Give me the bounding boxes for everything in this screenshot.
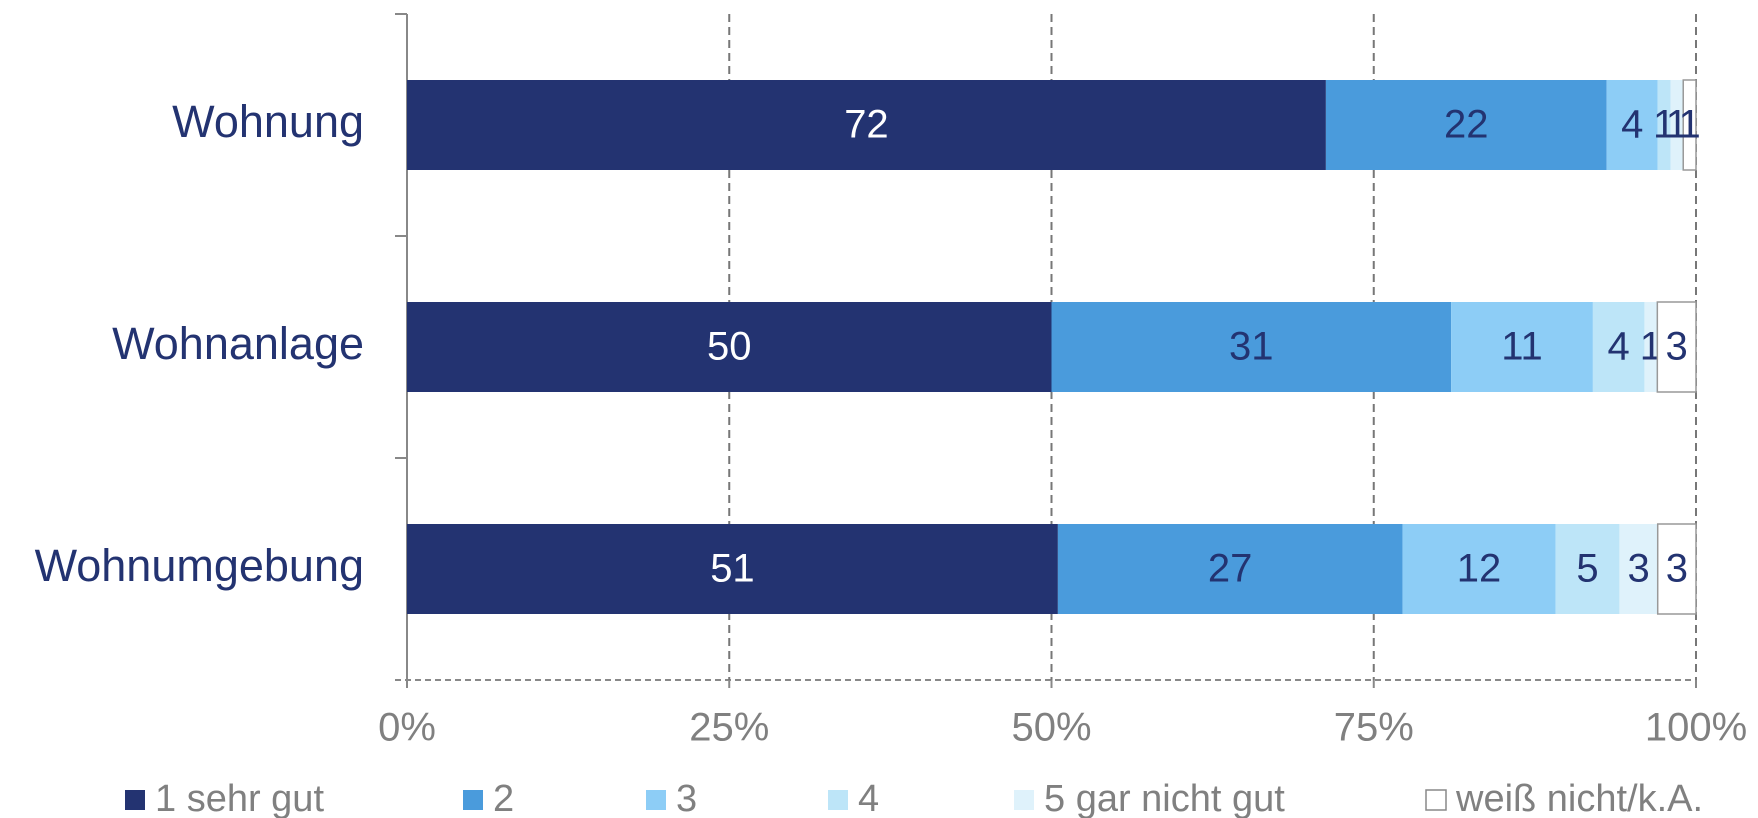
data-label: 3	[1627, 547, 1649, 591]
data-label: 1	[1653, 103, 1675, 147]
x-tick-label: 50%	[1011, 706, 1091, 750]
x-tick-label: 25%	[689, 706, 769, 750]
data-label: 3	[1666, 325, 1688, 369]
data-label: 51	[710, 547, 755, 591]
data-label: 11	[1501, 325, 1543, 369]
legend-label: 2	[493, 778, 514, 818]
x-tick-label: 75%	[1334, 706, 1414, 750]
x-tick-label: 0%	[378, 706, 436, 750]
bar-segment	[1592, 302, 1645, 392]
data-label: 5	[1576, 547, 1598, 591]
legend-swatch	[828, 790, 848, 810]
data-label: 4	[1621, 103, 1643, 147]
legend-swatch	[646, 790, 666, 810]
bar-segment	[1402, 524, 1556, 614]
legend-swatch	[463, 790, 483, 810]
data-label: 50	[707, 325, 752, 369]
legend-swatch	[125, 790, 145, 810]
bar-segment	[1606, 80, 1658, 170]
bar-segment	[1325, 80, 1607, 170]
category-label: Wohnumgebung	[35, 540, 364, 591]
category-label: Wohnung	[172, 96, 364, 147]
data-label: 12	[1457, 547, 1502, 591]
data-label: 4	[1608, 325, 1630, 369]
data-label: 22	[1444, 103, 1489, 147]
data-label: 1	[1640, 325, 1662, 369]
data-label: 31	[1229, 325, 1274, 369]
legend-label: 4	[858, 778, 879, 818]
legend-swatch	[1425, 789, 1447, 811]
x-tick-label: 100%	[1645, 706, 1747, 750]
data-label: 3	[1666, 547, 1688, 591]
bar-segment	[1644, 302, 1658, 392]
legend-label: weiß nicht/k.A.	[1455, 778, 1703, 818]
bar-segment	[407, 524, 1058, 614]
data-label: 72	[844, 103, 889, 147]
bar-segment	[1051, 302, 1452, 392]
bar-segment	[1451, 302, 1593, 392]
bar-segment	[1656, 523, 1697, 615]
legend-swatch	[1014, 790, 1034, 810]
data-label: 27	[1208, 547, 1253, 591]
bar-segment	[1657, 80, 1671, 170]
legend-label: 1 sehr gut	[155, 778, 324, 818]
data-label: 1	[1678, 103, 1700, 147]
bar-segment	[1656, 301, 1697, 393]
data-label: 1	[1666, 103, 1688, 147]
bar-segment	[1682, 79, 1697, 171]
bar-segment	[407, 302, 1052, 392]
bar-segment	[1619, 524, 1658, 614]
legend-label: 3	[676, 778, 697, 818]
bar-segment	[407, 80, 1326, 170]
bar-segment	[1057, 524, 1403, 614]
category-label: Wohnanlage	[112, 318, 364, 369]
bar-segment	[1555, 524, 1620, 614]
legend-label: 5 gar nicht gut	[1044, 778, 1285, 818]
bar-segment	[1670, 80, 1684, 170]
